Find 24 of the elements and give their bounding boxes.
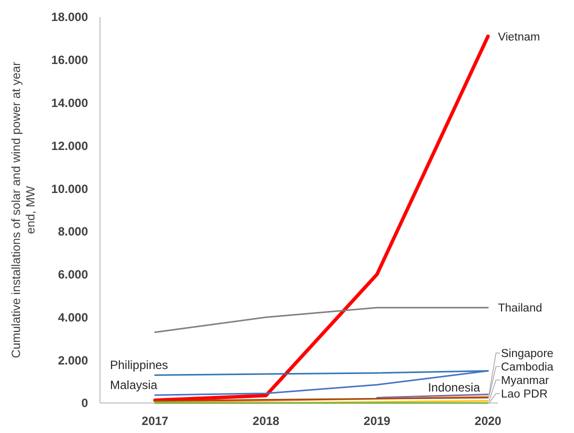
y-tick-label: 16.000 [51, 53, 88, 68]
series-label: Philippines [110, 358, 168, 372]
y-tick-label: 0 [81, 396, 88, 410]
text: Cambodia [501, 362, 554, 374]
y-tick-label: 10.000 [51, 182, 88, 196]
series-label: Myanmar [501, 375, 550, 388]
series-label: Indonesia [428, 380, 480, 395]
y-tick-label: 2.000 [58, 353, 88, 368]
y-tick-label: 4.000 [58, 310, 88, 324]
series-label: Thailand [498, 302, 542, 315]
y-tick-label: 6.000 [58, 268, 88, 282]
y-tick-label: 14.000 [51, 96, 88, 110]
x-tick-label: 2018 [252, 414, 280, 428]
y-tick-label: 8.000 [58, 224, 88, 239]
series-label: Vietnam [498, 31, 540, 44]
y-axis-title: Cumulative installations of solar and wind power at year end, MW [9, 62, 38, 358]
y-tick-label: 18.000 [51, 10, 88, 24]
text: Singapore [501, 348, 554, 360]
x-tick-label: 2020 [474, 414, 502, 428]
series-label: Lao PDR [501, 388, 548, 401]
y-tick-label: 12.000 [51, 138, 88, 153]
x-tick-label: 2017 [142, 414, 169, 428]
x-tick-label: 2019 [364, 414, 391, 428]
series-label: Malaysia [110, 378, 158, 392]
